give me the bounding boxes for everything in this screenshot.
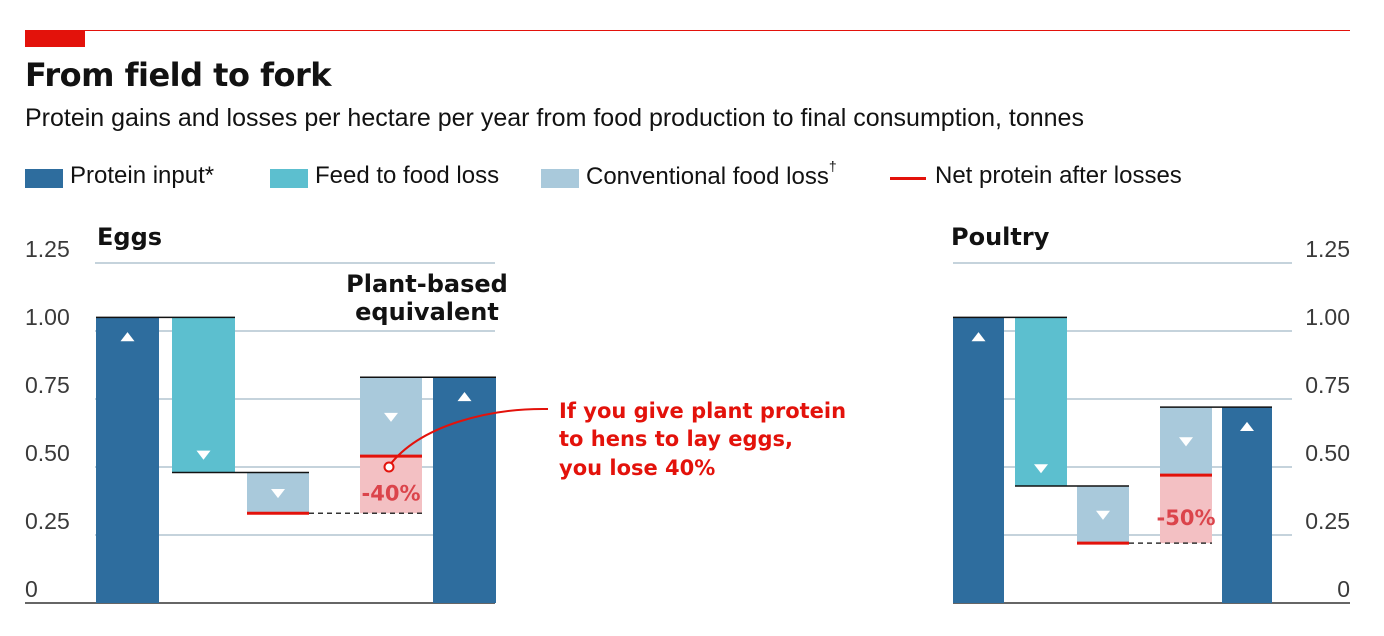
poultry-gain-label: -50% — [1157, 506, 1216, 530]
poultry-ytick-label-5: 1.25 — [1305, 236, 1350, 262]
poultry-ytick-label-1: 0.25 — [1305, 508, 1350, 534]
eggs-ytick-label-5: 1.25 — [25, 236, 70, 262]
legend-label-feed-to-food-loss: Feed to food loss — [315, 162, 500, 189]
poultry-bar-0-up-marker — [971, 332, 986, 342]
legend-label-conventional-text: Conventional food loss — [586, 163, 829, 190]
plant-based-label-line2: equivalent — [355, 298, 499, 326]
poultry-ytick-label-4: 1.00 — [1305, 304, 1350, 330]
legend-label-conventional-food-loss: Conventional food loss† — [586, 158, 837, 191]
legend-dagger: † — [828, 158, 837, 174]
poultry-bar-1 — [1015, 317, 1067, 487]
callout-marker — [383, 461, 395, 473]
poultry-bar-2-down-marker — [1096, 510, 1110, 520]
callout-leader-line — [388, 407, 549, 467]
poultry-bar-0 — [953, 317, 1004, 603]
eggs-ytick-label-0: 0 — [25, 576, 38, 602]
poultry-ytick-label-2: 0.50 — [1305, 440, 1350, 466]
chart-title: From field to fork — [25, 56, 332, 94]
callout-line3: you lose 40% — [559, 456, 715, 480]
legend-line-net-protein — [890, 177, 926, 180]
annotations: Plant-based equivalent If you give plant… — [346, 270, 846, 480]
eggs-ytick-label-3: 0.75 — [25, 372, 70, 398]
eggs-panel: 0 0.25 0.50 0.75 1.00 1.25 Eggs -40% — [25, 223, 496, 604]
poultry-gain-area — [1160, 475, 1212, 544]
eggs-bar-0-up-marker — [120, 332, 135, 342]
poultry-bar-1-down-marker — [1034, 464, 1048, 474]
eggs-bar-1-down-marker — [196, 450, 211, 460]
legend-swatch-protein-input — [25, 169, 63, 188]
eggs-ytick-label-4: 1.00 — [25, 304, 70, 330]
poultry-bar-4-up-marker — [1240, 421, 1254, 432]
eggs-bar-4-up-marker — [457, 391, 472, 402]
callout-line1: If you give plant protein — [559, 399, 846, 423]
legend-swatch-conventional-food-loss — [541, 169, 579, 188]
chart-subtitle: Protein gains and losses per hectare per… — [25, 104, 1084, 132]
poultry-panel: 0 0.25 0.50 0.75 1.00 1.25 Poultry -50% — [951, 223, 1350, 604]
poultry-panel-title: Poultry — [951, 223, 1050, 251]
poultry-bar-3-down-marker — [1179, 437, 1193, 447]
eggs-bar-2-down-marker — [271, 488, 285, 499]
eggs-bar-4 — [433, 377, 496, 603]
red-tag — [25, 30, 85, 47]
eggs-gain-label: -40% — [362, 482, 421, 506]
poultry-ytick-label-3: 0.75 — [1305, 372, 1350, 398]
legend-label-net-protein: Net protein after losses — [935, 162, 1182, 189]
poultry-bar-4 — [1222, 407, 1272, 603]
legend-swatch-feed-to-food-loss — [270, 169, 308, 188]
callout-line2: to hens to lay eggs, — [559, 427, 793, 451]
eggs-bar-0 — [96, 317, 159, 603]
top-rule — [25, 30, 1350, 31]
eggs-panel-title: Eggs — [97, 223, 162, 251]
eggs-bar-3-down-marker — [384, 412, 398, 422]
legend-label-protein-input: Protein input* — [70, 162, 215, 189]
poultry-ytick-label-0: 0 — [1337, 576, 1350, 602]
eggs-ytick-label-1: 0.25 — [25, 508, 70, 534]
plant-based-label-line1: Plant-based — [346, 270, 508, 298]
eggs-ytick-label-2: 0.50 — [25, 440, 70, 466]
eggs-bar-1 — [172, 317, 235, 473]
